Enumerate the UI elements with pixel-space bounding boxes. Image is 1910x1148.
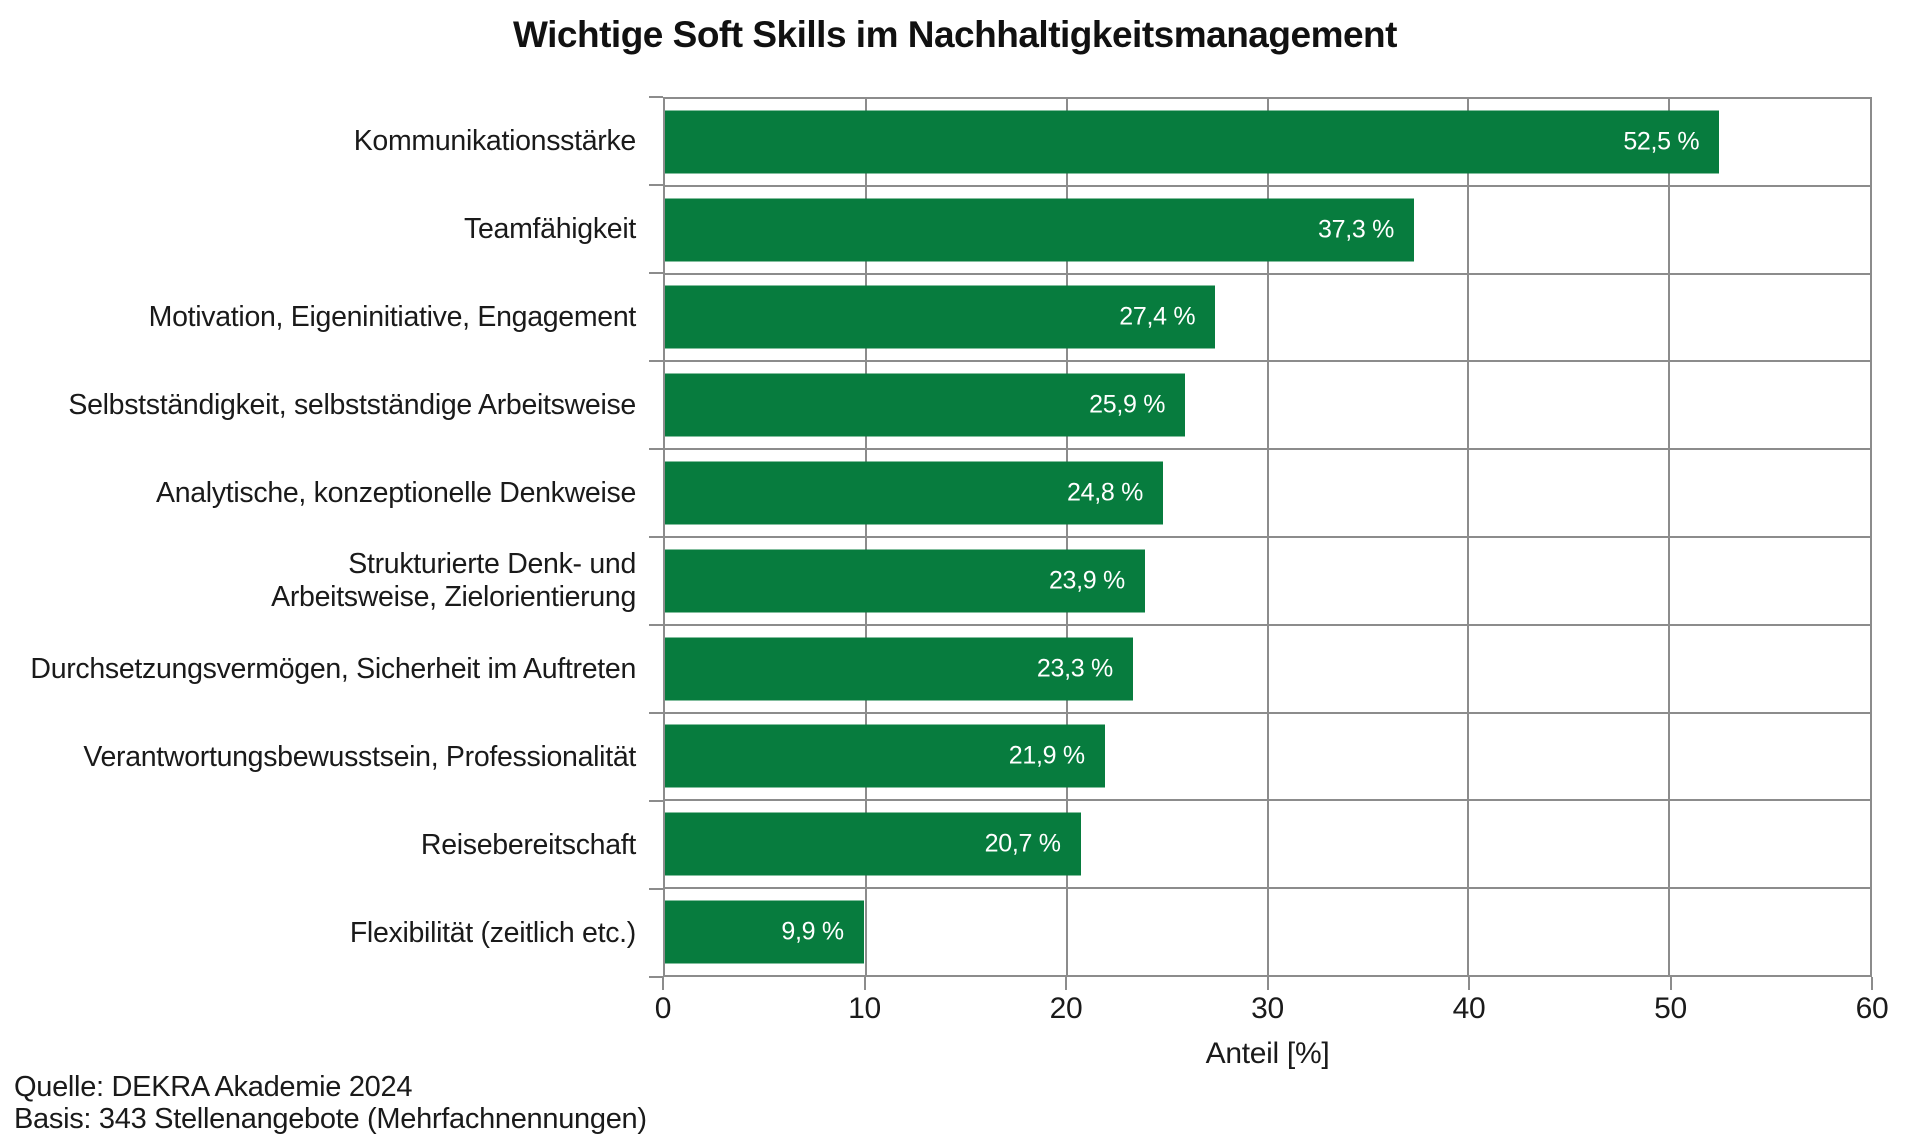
category-label: Selbstständigkeit, selbstständige Arbeit… bbox=[68, 388, 636, 421]
bar-row: 27,4 % bbox=[665, 275, 1870, 363]
x-tick-mark bbox=[1468, 977, 1470, 990]
x-tick-mark bbox=[1065, 977, 1067, 990]
bar-row: 23,3 % bbox=[665, 626, 1870, 714]
bar-row: 52,5 % bbox=[665, 99, 1870, 187]
y-tick-mark bbox=[649, 360, 663, 362]
bar-row: 20,7 % bbox=[665, 801, 1870, 890]
category-label: Durchsetzungsvermögen, Sicherheit im Auf… bbox=[30, 652, 636, 685]
y-tick-mark bbox=[649, 976, 663, 978]
bar: 9,9 % bbox=[665, 900, 864, 964]
x-tick-mark bbox=[863, 977, 866, 990]
source-note: Quelle: DEKRA Akademie 2024 bbox=[14, 1071, 413, 1103]
y-tick-mark bbox=[649, 712, 663, 714]
bar-rows: 52,5 % 37,3 % 27,4 % 25,9 % 24,8 bbox=[665, 99, 1870, 975]
bar-row: 9,9 % bbox=[665, 889, 1870, 975]
bar-row: 37,3 % bbox=[665, 187, 1870, 275]
bar-row: 23,9 % bbox=[665, 538, 1870, 626]
x-tick-label: 60 bbox=[1855, 992, 1889, 1025]
bar-value-label: 23,3 % bbox=[1036, 654, 1113, 683]
bar: 23,9 % bbox=[665, 549, 1145, 613]
bar: 24,8 % bbox=[665, 461, 1164, 525]
x-axis-tick-labels: 0 10 20 30 40 50 60 bbox=[655, 992, 1889, 1028]
bar: 37,3 % bbox=[665, 198, 1415, 262]
bar: 25,9 % bbox=[665, 373, 1186, 437]
bar: 20,7 % bbox=[665, 812, 1081, 876]
x-tick-mark bbox=[1871, 977, 1873, 990]
bar-value-label: 20,7 % bbox=[984, 829, 1061, 858]
bar-value-label: 9,9 % bbox=[781, 917, 844, 946]
y-tick-mark bbox=[649, 184, 663, 186]
bar-value-label: 37,3 % bbox=[1318, 215, 1395, 244]
category-label: Verantwortungsbewusstsein, Professionali… bbox=[83, 740, 636, 773]
y-tick-mark bbox=[649, 536, 663, 538]
x-tick-mark bbox=[1669, 977, 1672, 990]
x-tick-mark bbox=[662, 977, 664, 990]
category-label: Motivation, Eigeninitiative, Engagement bbox=[148, 300, 637, 333]
x-tick-label: 30 bbox=[1251, 992, 1284, 1025]
bar-row: 25,9 % bbox=[665, 362, 1870, 451]
bar: 21,9 % bbox=[665, 724, 1105, 788]
y-tick-mark bbox=[649, 888, 663, 890]
x-axis-tick-marks bbox=[662, 977, 1873, 990]
bar-value-label: 25,9 % bbox=[1089, 390, 1166, 419]
y-axis-tick-marks bbox=[649, 96, 663, 978]
bar-row: 21,9 % bbox=[665, 714, 1870, 802]
bar-value-label: 27,4 % bbox=[1119, 302, 1196, 331]
x-tick-label: 0 bbox=[654, 992, 672, 1025]
category-label: Reisebereitschaft bbox=[420, 828, 636, 861]
category-label: Teamfähigkeit bbox=[464, 212, 636, 245]
x-tick-label: 50 bbox=[1654, 992, 1687, 1025]
bar-value-label: 52,5 % bbox=[1623, 127, 1700, 156]
y-tick-mark bbox=[649, 272, 663, 274]
plot-area: 52,5 % 37,3 % 27,4 % 25,9 % 24,8 bbox=[663, 97, 1872, 977]
bar: 52,5 % bbox=[665, 110, 1720, 174]
bar: 23,3 % bbox=[665, 637, 1133, 701]
category-label: Analytische, konzeptionelle Denkweise bbox=[155, 476, 636, 509]
bar-value-label: 21,9 % bbox=[1008, 741, 1085, 770]
basis-note: Basis: 343 Stellenangebote (Mehrfachnenn… bbox=[14, 1103, 647, 1136]
y-tick-mark bbox=[649, 448, 663, 450]
x-tick-label: 40 bbox=[1452, 992, 1486, 1025]
category-label: Flexibilität (zeitlich etc.) bbox=[349, 916, 636, 949]
x-tick-label: 10 bbox=[848, 992, 881, 1025]
y-tick-mark bbox=[649, 96, 663, 98]
chart-title: Wichtige Soft Skills im Nachhaltigkeitsm… bbox=[513, 14, 1397, 55]
category-axis-labels: Kommunikationsstärke Teamfähigkeit Motiv… bbox=[0, 97, 650, 977]
x-tick-label: 20 bbox=[1049, 992, 1083, 1025]
x-tick-mark bbox=[1266, 977, 1269, 990]
y-tick-mark bbox=[649, 624, 663, 626]
bar-value-label: 24,8 % bbox=[1067, 478, 1144, 507]
category-label: Kommunikationsstärke bbox=[353, 124, 637, 157]
footer-notes: Quelle: DEKRA Akademie 2024 Basis: 343 S… bbox=[14, 1071, 647, 1136]
y-tick-mark bbox=[649, 800, 663, 802]
bar-value-label: 23,9 % bbox=[1048, 566, 1125, 595]
x-axis-title: Anteil [%] bbox=[1205, 1037, 1330, 1070]
category-label: Strukturierte Denk- und Arbeitsweise, Zi… bbox=[271, 548, 636, 613]
bar: 27,4 % bbox=[665, 285, 1216, 349]
bar-row: 24,8 % bbox=[665, 450, 1870, 538]
